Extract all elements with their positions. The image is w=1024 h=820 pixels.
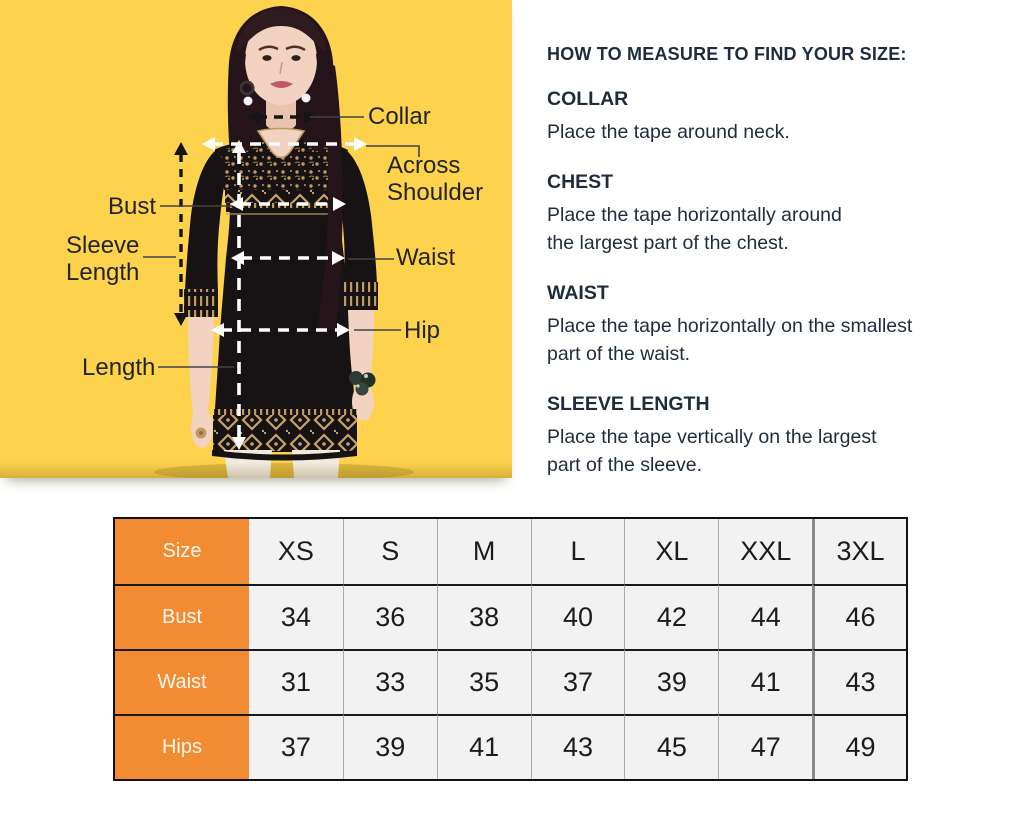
section-text: Place the tape horizontally around (547, 204, 842, 226)
right-forearm (348, 310, 374, 374)
ground-shadow (154, 463, 414, 481)
section-text: the largest part of the chest. (547, 232, 789, 254)
table-cell: 39 (624, 649, 719, 714)
left-sleeve (185, 150, 232, 292)
label-across-shoulder: Across Shoulder (387, 152, 484, 206)
label-length: Length (82, 354, 156, 381)
table-cell: 47 (718, 714, 813, 779)
label-waist: Waist (396, 244, 456, 271)
table-cell: 43 (530, 714, 625, 779)
hem-edge (212, 450, 357, 461)
table-cell: 33 (342, 649, 437, 714)
right-eye (291, 55, 301, 61)
section-collar: COLLAR Place the tape around neck. (547, 88, 987, 146)
section-heading: COLLAR (547, 88, 629, 110)
chest-band (225, 190, 338, 203)
header-xl: XL (624, 519, 718, 584)
header-3xl: 3XL (812, 519, 906, 584)
section-text: Place the tape horizontally on the small… (547, 315, 913, 337)
table-cell: 37 (249, 714, 343, 779)
table-cell: 39 (342, 714, 437, 779)
left-earring (239, 80, 255, 96)
table-cell: 44 (718, 584, 813, 649)
photo-bottom-fade (0, 462, 512, 478)
section-text: part of the waist. (547, 343, 691, 365)
section-chest: CHEST Place the tape horizontally around… (547, 171, 987, 257)
measure-instructions: HOW TO MEASURE TO FIND YOUR SIZE: COLLAR… (547, 44, 987, 504)
header-l: L (530, 519, 625, 584)
size-chart-table: Size XS S M L XL XXL 3XL Bust 34 36 38 4… (113, 517, 908, 781)
table-cell: 38 (436, 584, 531, 649)
left-eye (262, 55, 272, 61)
section-heading: CHEST (547, 171, 614, 193)
table-cell: 36 (342, 584, 437, 649)
table-cell: 49 (812, 714, 906, 779)
table-cell: 34 (249, 584, 343, 649)
model-photo-panel: Collar Across Shoulder Bust Sleeve Lengt… (0, 0, 512, 481)
table-cell: 41 (436, 714, 531, 779)
section-heading: SLEEVE LENGTH (547, 393, 710, 415)
table-cell: 45 (624, 714, 719, 779)
label-sleeve-length: Sleeve Length (66, 232, 140, 286)
yoke-pattern (221, 141, 341, 190)
table-cell: 35 (436, 649, 531, 714)
left-brow (258, 45, 279, 52)
label-hip: Hip (404, 317, 441, 344)
header-xxl: XXL (718, 519, 812, 584)
row-label-waist: Waist (115, 649, 249, 714)
right-earring-ball (301, 93, 311, 103)
label-bust: Bust (108, 193, 157, 220)
row-label-hips: Hips (115, 714, 249, 779)
right-brow (285, 45, 306, 52)
chest-band-ticks (226, 203, 337, 212)
table-cell: 37 (530, 649, 625, 714)
hair-side-left (231, 50, 252, 152)
table-cell: 46 (812, 584, 906, 649)
section-sleeve-length: SLEEVE LENGTH Place the tape vertically … (547, 393, 987, 479)
pointer-lines (143, 116, 420, 368)
bracelet (349, 371, 376, 396)
face (245, 15, 317, 105)
table-cell: 40 (530, 584, 625, 649)
left-cuff (184, 289, 218, 317)
hair-front (234, 8, 328, 58)
table-cell: 41 (718, 649, 813, 714)
table-corner-label: Size (115, 519, 249, 584)
nose (279, 61, 283, 75)
instructions-title: HOW TO MEASURE TO FIND YOUR SIZE: (547, 44, 907, 64)
section-text: Place the tape vertically on the largest (547, 426, 877, 448)
table-cell: 31 (249, 649, 343, 714)
left-earring-ball (243, 96, 253, 106)
lips (270, 81, 293, 88)
neckline-trim (256, 127, 306, 159)
neckline-skin (258, 128, 304, 158)
section-heading: WAIST (547, 282, 609, 304)
kurti-torso (213, 139, 357, 452)
section-waist: WAIST Place the tape horizontally on the… (547, 282, 987, 368)
section-text: part of the sleeve. (547, 454, 703, 476)
model-illustration (143, 6, 420, 481)
header-m: M (436, 519, 531, 584)
label-collar: Collar (368, 103, 431, 130)
right-cuff (343, 282, 378, 310)
table-cell: 42 (624, 584, 719, 649)
hem-ticks (214, 409, 357, 415)
hem-band (213, 415, 357, 451)
header-s: S (342, 519, 437, 584)
row-label-bust: Bust (115, 584, 249, 649)
table-cell: 43 (812, 649, 906, 714)
header-xs: XS (277, 536, 314, 566)
section-text: Place the tape around neck. (547, 121, 790, 143)
